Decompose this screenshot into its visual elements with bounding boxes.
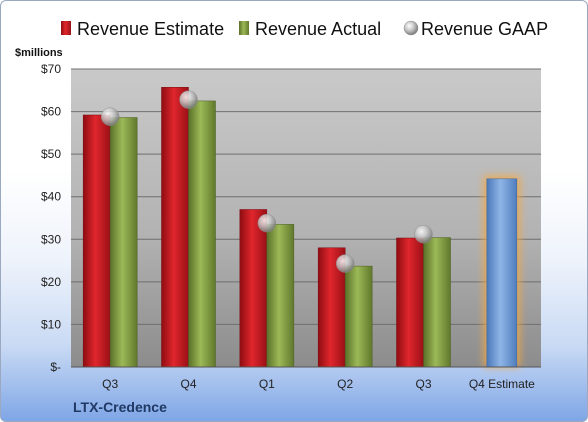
legend-swatch	[403, 20, 419, 36]
x-tick-label: Q1	[259, 377, 275, 391]
marker-revenue-gaap	[257, 213, 277, 233]
bar-revenue-actual	[109, 117, 138, 368]
marker-revenue-gaap	[100, 107, 120, 126]
y-tick-label: $20	[41, 275, 61, 289]
y-tick-label: $-	[50, 360, 61, 374]
bar-revenue-actual	[344, 265, 373, 368]
bar-revenue-estimate	[82, 114, 111, 368]
legend-swatch	[239, 21, 249, 35]
plot-area	[71, 69, 541, 367]
y-tick-label: $50	[41, 147, 61, 161]
y-tick-label: $10	[41, 317, 61, 331]
bar-revenue-estimate	[161, 87, 189, 368]
marker-revenue-gaap	[335, 254, 355, 273]
legend-label: Revenue GAAP	[421, 19, 548, 39]
y-axis-label: $millions	[15, 47, 63, 59]
bar-revenue-actual	[266, 224, 295, 368]
y-tick-label: $40	[41, 190, 61, 204]
y-tick-label: $30	[41, 232, 61, 246]
x-tick-label: Q2	[337, 377, 353, 391]
x-tick-label: Q4 Estimate	[469, 377, 535, 391]
legend-label: Revenue Actual	[255, 19, 381, 39]
bar-revenue-actual	[188, 100, 216, 368]
marker-revenue-gaap	[179, 90, 198, 109]
marker-revenue-gaap	[414, 224, 433, 244]
bar-q4-estimate	[486, 178, 518, 368]
legend-label: Revenue Estimate	[77, 19, 224, 39]
bar-revenue-actual	[423, 237, 451, 368]
x-tick-label: Q4	[180, 377, 196, 391]
bar-revenue-estimate	[239, 209, 268, 368]
x-tick-label: Q3	[102, 377, 118, 391]
company-name: LTX-Credence	[73, 399, 167, 415]
x-tick-label: Q3	[415, 377, 431, 391]
y-tick-label: $70	[41, 62, 61, 76]
bar-revenue-estimate	[396, 237, 424, 368]
legend-swatch	[61, 21, 71, 35]
y-tick-label: $60	[41, 105, 61, 119]
